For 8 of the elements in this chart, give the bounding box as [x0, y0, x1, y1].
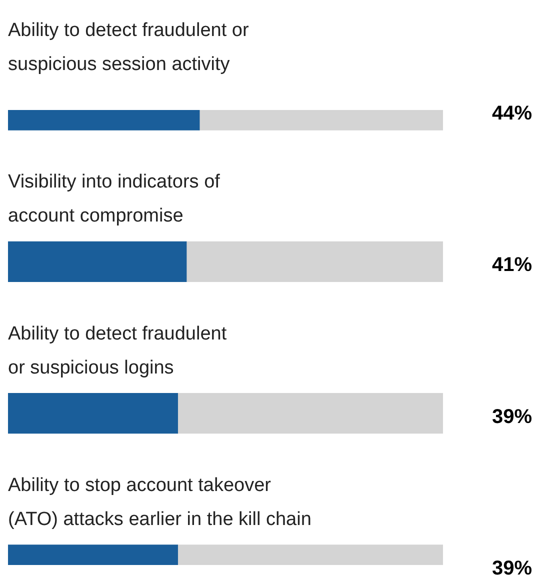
y-tick-label: Visibility into indicators of account compromise [8, 172, 221, 227]
data-label: 39% [492, 558, 532, 580]
y-tick-label: Ability to detect fraudulent or suspicious logins [8, 323, 228, 378]
y-tick-label: Ability to stop account takeover (ATO) attacks earlier in the kill chain [8, 475, 312, 530]
y-tick-label: Ability to detect fraudulent or suspicious session activity [8, 20, 250, 75]
data-label: 39% [492, 406, 532, 428]
data-label: 44% [492, 102, 532, 125]
data-label: 41% [492, 254, 532, 276]
